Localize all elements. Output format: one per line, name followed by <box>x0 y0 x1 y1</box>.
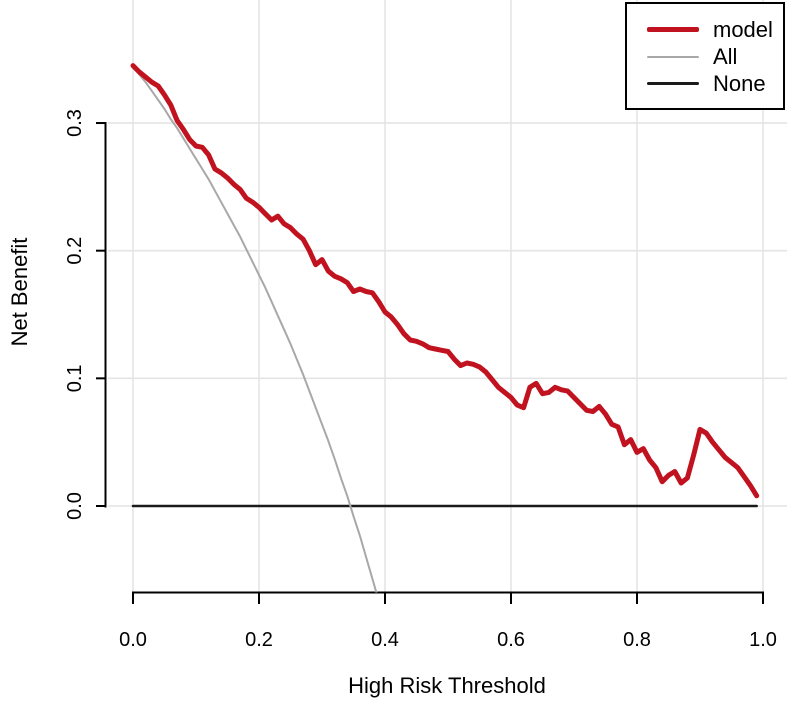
all-line-sample <box>647 55 699 58</box>
model-line-sample <box>647 27 699 32</box>
all-curve <box>132 64 378 593</box>
legend-label-all: All <box>713 43 738 69</box>
y-tick-label: 0.3 <box>64 109 86 137</box>
axes <box>96 122 764 604</box>
model-curve <box>130 63 760 499</box>
none-line-sample <box>647 82 699 85</box>
x-tick-label: 0.0 <box>119 629 147 651</box>
legend-label-model: model <box>713 16 773 42</box>
x-tick-label: 0.6 <box>497 629 525 651</box>
y-tick-label: 0.1 <box>64 364 86 392</box>
legend-label-none: None <box>713 70 766 96</box>
legend-item-none: None <box>647 70 783 97</box>
series-group <box>130 63 760 593</box>
x-tick-label: 1.0 <box>749 629 777 651</box>
legend-item-model: model <box>647 16 783 43</box>
legend-item-all: All <box>647 43 783 70</box>
y-tick-label: 0.0 <box>64 492 86 520</box>
y-axis-title: Net Benefit <box>7 237 32 347</box>
x-tick-label: 0.2 <box>245 629 273 651</box>
x-tick-label: 0.8 <box>623 629 651 651</box>
tick-labels: 0.0 0.2 0.4 0.6 0.8 1.0 0.0 0.1 0.2 0.3 <box>64 109 777 651</box>
y-tick-label: 0.2 <box>64 237 86 265</box>
legend: model All None <box>625 2 785 110</box>
x-tick-label: 0.4 <box>371 629 399 651</box>
x-axis-title: High Risk Threshold <box>348 673 546 698</box>
